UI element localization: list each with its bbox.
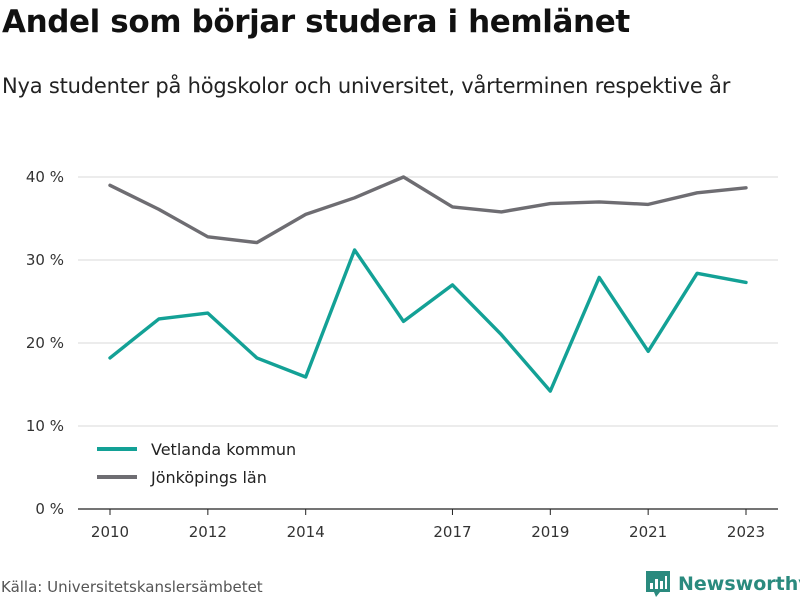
legend-label: Jönköpings län: [150, 468, 267, 487]
y-tick-label: 0 %: [35, 500, 64, 518]
y-tick-label: 30 %: [26, 251, 64, 269]
brand-name: Newsworthy: [678, 573, 800, 595]
legend-label: Vetlanda kommun: [151, 440, 296, 459]
brand-logo: Newsworthy: [645, 569, 800, 599]
x-tick-label: 2021: [629, 523, 667, 541]
x-tick-label: 2017: [433, 523, 471, 541]
chart-subtitle: Nya studenter på högskolor och universit…: [2, 74, 731, 98]
x-tick-label: 2010: [91, 523, 129, 541]
series-line: [108, 175, 748, 245]
y-tick-label: 40 %: [26, 168, 64, 186]
y-tick-label: 20 %: [26, 334, 64, 352]
x-tick-label: 2012: [189, 523, 227, 541]
x-tick-label: 2023: [727, 523, 765, 541]
y-tick-label: 10 %: [26, 417, 64, 435]
source-note: Källa: Universitetskanslersämbetet: [1, 578, 263, 596]
x-tick-label: 2014: [287, 523, 325, 541]
newsworthy-logo-icon: [646, 571, 670, 597]
chart-title: Andel som börjar studera i hemlänet: [2, 4, 630, 40]
line-chart: 0 % 10 % 20 % 30 % 40 % 2010 2012 2014 2017 2019…: [26, 168, 778, 541]
x-tick-label: 2019: [531, 523, 569, 541]
series-line: [108, 248, 748, 393]
